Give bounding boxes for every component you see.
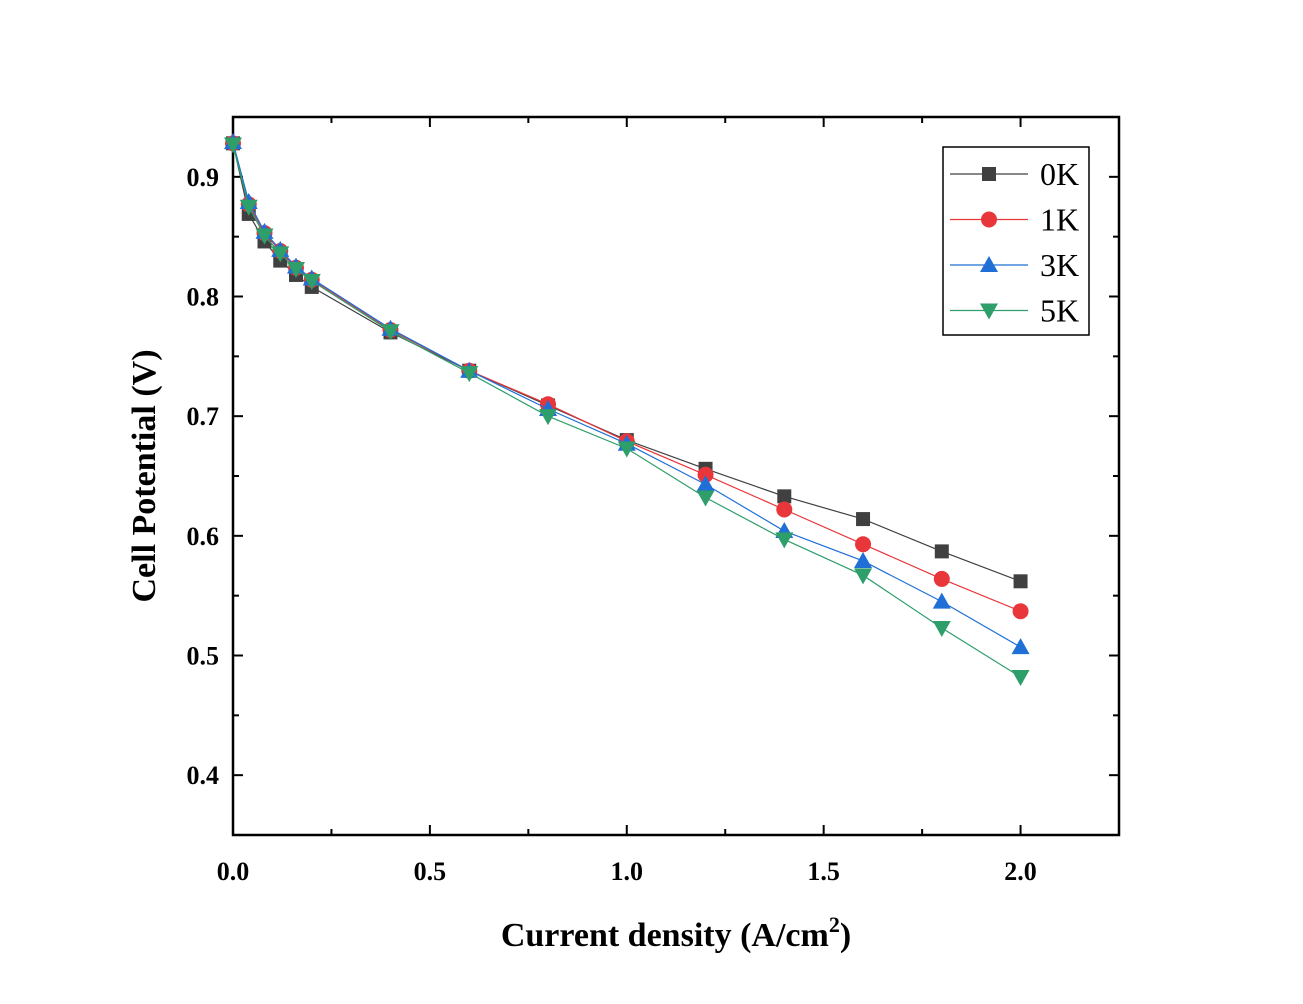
- data-point: [1011, 670, 1030, 687]
- legend-marker: [981, 211, 997, 228]
- y-tick-label: 0.7: [187, 402, 220, 431]
- legend-item: 1K: [950, 202, 1079, 238]
- series-layer: [224, 133, 1030, 687]
- series-0K: [226, 136, 1028, 589]
- legend-item: 3K: [950, 247, 1079, 283]
- data-point: [856, 512, 871, 527]
- y-tick-label: 0.5: [187, 642, 220, 671]
- data-point: [932, 620, 951, 637]
- y-tick-label: 0.4: [187, 761, 220, 790]
- legend: 0K 1K 3K 5K: [942, 146, 1090, 336]
- data-point: [775, 532, 794, 549]
- data-point: [934, 544, 949, 559]
- x-axis-title: Current density (A/cm2): [501, 912, 851, 954]
- y-tick-label: 0.6: [187, 522, 220, 551]
- series-5K: [224, 137, 1030, 687]
- series-line: [232, 141, 1021, 648]
- data-point: [776, 501, 793, 518]
- series-line: [232, 143, 1021, 582]
- x-tick-label: 2.0: [1004, 857, 1037, 886]
- series-1K: [225, 135, 1029, 620]
- data-point: [539, 409, 558, 426]
- data-point: [696, 475, 715, 492]
- series-line: [232, 143, 1021, 612]
- legend-item: 5K: [950, 293, 1079, 329]
- legend-label: 0K: [1040, 156, 1079, 192]
- data-point: [239, 199, 258, 216]
- y-tick-label: 0.9: [187, 163, 220, 192]
- data-point: [255, 228, 274, 245]
- x-tick-label: 0.0: [217, 857, 250, 886]
- legend-label: 1K: [1040, 202, 1079, 238]
- data-point: [460, 366, 479, 383]
- legend-marker: [980, 256, 998, 272]
- data-point: [854, 568, 873, 585]
- data-point: [617, 441, 636, 458]
- data-point: [777, 489, 792, 504]
- series-line: [232, 144, 1021, 678]
- data-point: [697, 466, 714, 483]
- data-point: [224, 137, 242, 154]
- x-axis-title-superscript: 2: [829, 912, 840, 937]
- legend-marker: [982, 167, 996, 181]
- legend-box: [942, 146, 1090, 336]
- data-point: [932, 592, 951, 609]
- series-3K: [224, 133, 1030, 655]
- x-tick-label: 1.5: [807, 857, 840, 886]
- y-axis-title: Cell Potential (V): [126, 349, 163, 602]
- data-point: [855, 536, 872, 553]
- data-point: [381, 324, 400, 341]
- data-point: [271, 246, 290, 263]
- data-point: [1013, 574, 1028, 589]
- data-point: [933, 570, 950, 587]
- data-point: [1012, 603, 1029, 620]
- axis-ticks: 0.0 0.5 1.0 1.5 2.0 0.4 0.5 0.6 0.7 0.8 0.9: [187, 116, 1119, 886]
- data-point: [287, 261, 306, 278]
- data-point: [696, 490, 715, 507]
- legend-marker: [980, 303, 998, 320]
- data-point: [854, 551, 873, 568]
- legend-label: 3K: [1040, 247, 1079, 283]
- y-tick-label: 0.8: [187, 283, 220, 312]
- data-point: [1011, 638, 1030, 655]
- data-point: [302, 273, 321, 290]
- x-tick-label: 0.5: [414, 857, 447, 886]
- legend-label: 5K: [1040, 293, 1079, 329]
- x-axis-title-end: ): [840, 917, 851, 954]
- x-tick-label: 1.0: [611, 857, 644, 886]
- legend-item: 0K: [950, 156, 1079, 192]
- x-axis-title-main: Current density (A/cm: [501, 917, 829, 954]
